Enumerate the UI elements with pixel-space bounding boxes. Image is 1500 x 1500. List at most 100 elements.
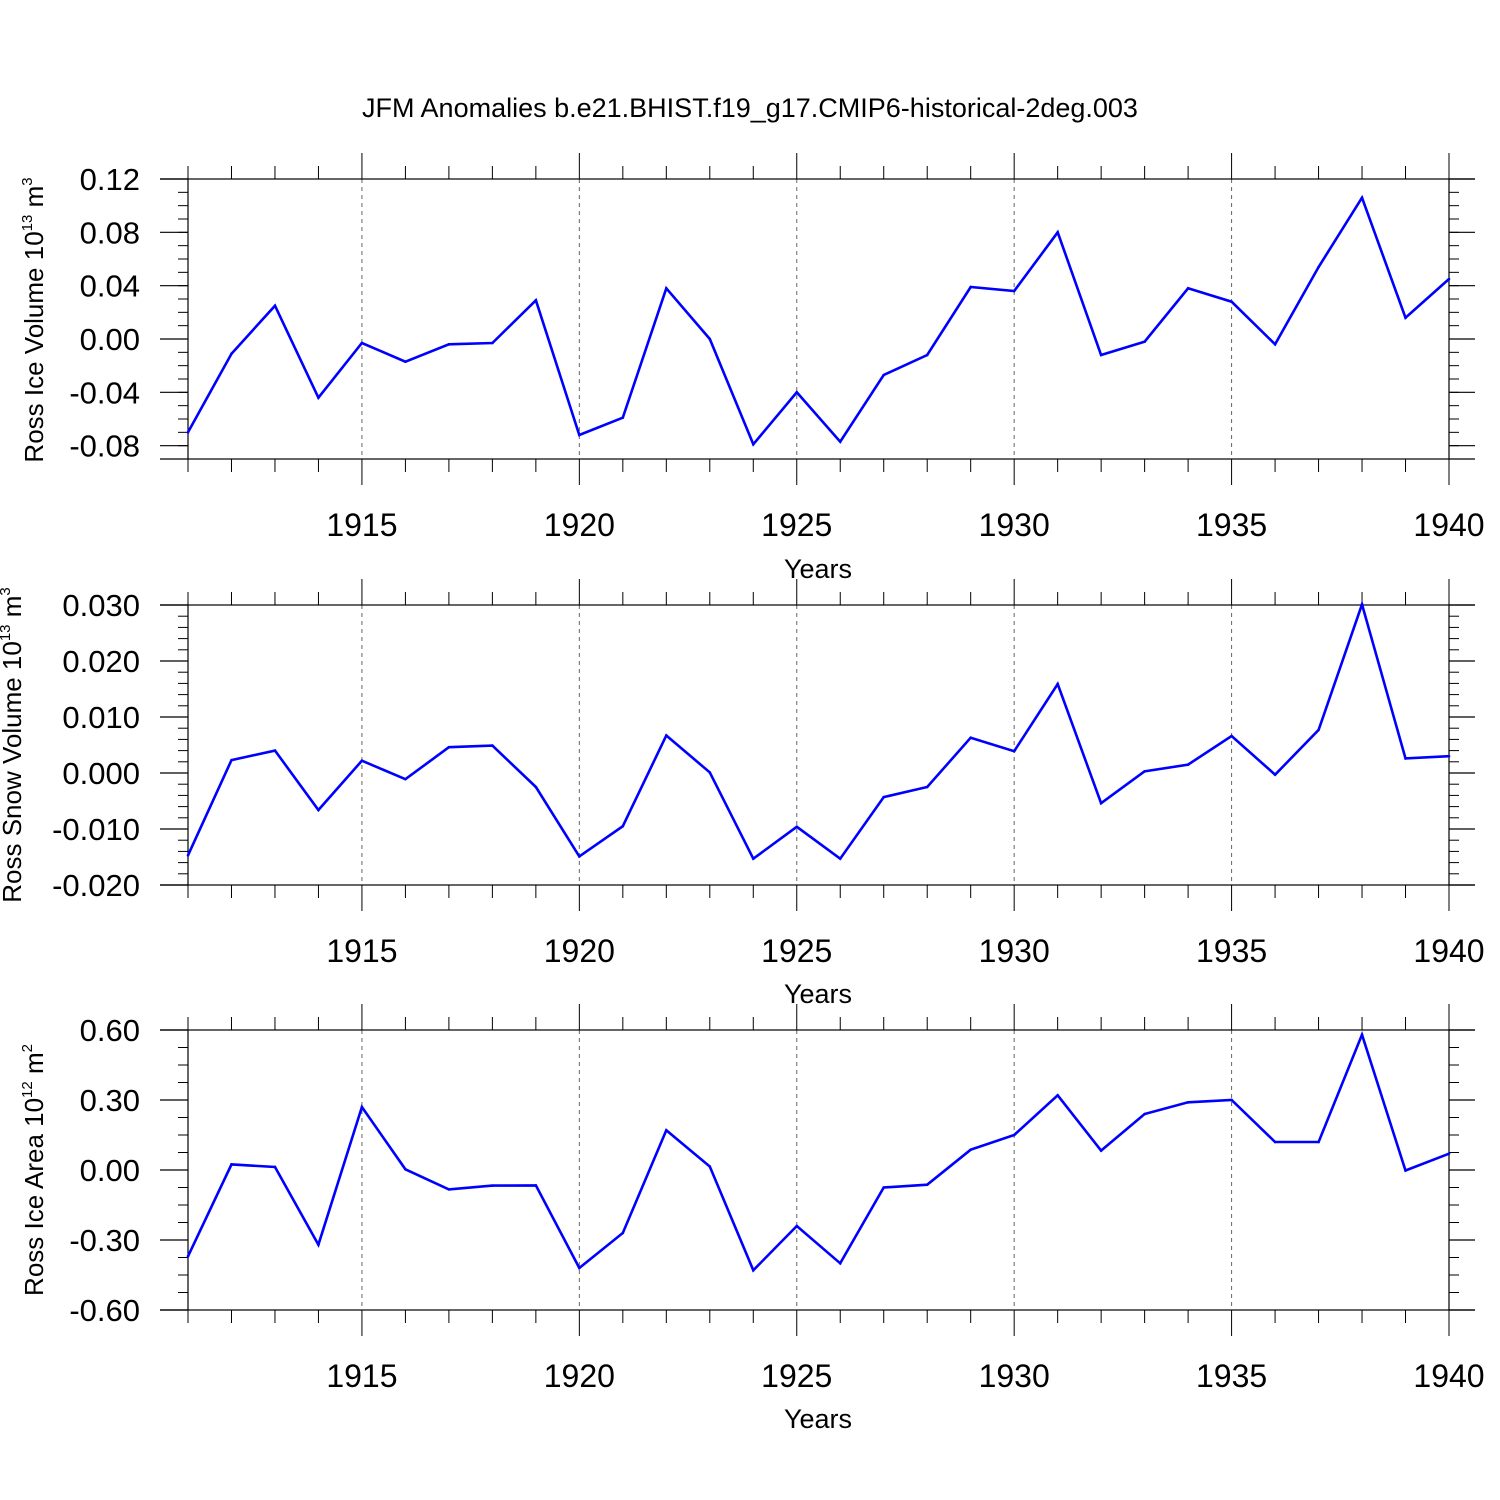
data-point bbox=[1056, 1094, 1059, 1097]
plot-frame bbox=[187, 604, 1450, 886]
data-point bbox=[1143, 340, 1146, 343]
y-tick-label: 0.00 bbox=[80, 322, 140, 357]
y-tick-label: 0.12 bbox=[80, 162, 140, 197]
data-point bbox=[491, 1184, 494, 1187]
data-point bbox=[751, 857, 755, 860]
series-line bbox=[186, 600, 1450, 861]
plot-frame bbox=[187, 1029, 1450, 1311]
y-tick-label: 0.04 bbox=[80, 269, 140, 304]
y-axis-label: Ross Ice Area 1012 m2 bbox=[19, 1044, 49, 1296]
x-tick-label: 1925 bbox=[761, 507, 832, 543]
y-tick-label: -0.60 bbox=[69, 1293, 140, 1328]
y-tick-label: -0.010 bbox=[52, 812, 140, 847]
data-point bbox=[186, 431, 190, 434]
data-point bbox=[795, 825, 799, 829]
x-tick-label: 1915 bbox=[326, 507, 397, 543]
data-point bbox=[969, 1148, 972, 1151]
data-point bbox=[795, 1224, 799, 1228]
y-tick-label: 0.030 bbox=[62, 588, 140, 623]
series-line bbox=[186, 1030, 1450, 1273]
x-tick-label: 1925 bbox=[761, 933, 832, 969]
data-point bbox=[708, 771, 712, 774]
y-axis-label: Ross Ice Volume 1013 m3 bbox=[19, 177, 49, 462]
data-point bbox=[1099, 1149, 1103, 1152]
data-point bbox=[1186, 763, 1190, 766]
data-point bbox=[1404, 316, 1407, 319]
data-point bbox=[1360, 603, 1364, 606]
data-point bbox=[1317, 728, 1320, 732]
data-point bbox=[665, 734, 668, 737]
data-point bbox=[1404, 1169, 1407, 1172]
data-point bbox=[534, 1184, 538, 1187]
data-point bbox=[360, 1105, 364, 1109]
data-point bbox=[838, 857, 842, 860]
x-tick-label: 1920 bbox=[544, 933, 615, 969]
data-point bbox=[1012, 749, 1016, 753]
data-point bbox=[708, 1165, 712, 1168]
data-point bbox=[838, 440, 842, 443]
x-tick-label: 1930 bbox=[979, 933, 1050, 969]
x-tick-label: 1915 bbox=[326, 1358, 397, 1394]
data-point bbox=[1099, 353, 1103, 357]
y-tick-label: 0.60 bbox=[80, 1013, 140, 1048]
y-tick-label: 0.010 bbox=[62, 700, 140, 735]
data-point bbox=[447, 745, 451, 749]
data-point bbox=[1447, 754, 1451, 758]
x-tick-label: 1920 bbox=[544, 1358, 615, 1394]
data-point bbox=[925, 785, 929, 789]
data-point bbox=[665, 1129, 668, 1132]
x-tick-label: 1925 bbox=[761, 1358, 832, 1394]
x-axis-label: Years bbox=[784, 554, 852, 584]
data-point bbox=[1056, 231, 1059, 234]
y-tick-label: -0.04 bbox=[69, 375, 140, 410]
data-point bbox=[404, 1168, 407, 1171]
data-point bbox=[447, 343, 451, 346]
figure-title: JFM Anomalies b.e21.BHIST.f19_g17.CMIP6-… bbox=[362, 93, 1138, 123]
data-point bbox=[621, 1231, 625, 1235]
x-tick-label: 1940 bbox=[1413, 933, 1484, 969]
x-tick-label: 1930 bbox=[979, 1358, 1050, 1394]
y-axis-label: Ross Snow Volume 1013 m3 bbox=[0, 587, 27, 903]
data-point bbox=[230, 352, 233, 355]
data-point bbox=[1447, 1152, 1451, 1155]
data-point bbox=[925, 1183, 929, 1186]
data-point bbox=[969, 736, 972, 740]
data-point bbox=[882, 373, 886, 377]
panel-ice-area: Ross Ice Area 1012 m2 Years 1915 1920 1925… bbox=[19, 1004, 1485, 1434]
data-point bbox=[1056, 682, 1059, 686]
x-tick-label: 1930 bbox=[979, 507, 1050, 543]
x-tick-label: 1935 bbox=[1196, 933, 1267, 969]
data-point bbox=[491, 744, 494, 747]
data-point bbox=[404, 360, 407, 363]
panel-snow-volume: Ross Snow Volume 1013 m3 Years 1915 1920 1… bbox=[0, 579, 1485, 1009]
data-point bbox=[273, 304, 277, 307]
data-point bbox=[230, 1163, 233, 1166]
data-point bbox=[1360, 1033, 1364, 1036]
data-point bbox=[969, 285, 972, 289]
y-tick-label: 0.30 bbox=[80, 1083, 140, 1118]
data-point bbox=[360, 759, 364, 762]
data-point bbox=[186, 854, 190, 857]
data-point bbox=[1447, 277, 1451, 281]
data-point bbox=[1186, 287, 1190, 290]
data-point bbox=[1143, 1112, 1146, 1116]
data-point bbox=[273, 1165, 277, 1169]
data-point bbox=[1317, 1140, 1320, 1144]
x-tick-label: 1935 bbox=[1196, 1358, 1267, 1394]
plot-frame bbox=[187, 178, 1450, 460]
y-tick-label: 0.020 bbox=[62, 644, 140, 679]
data-point bbox=[317, 808, 320, 812]
x-tick-label: 1920 bbox=[544, 507, 615, 543]
data-point bbox=[317, 1243, 320, 1246]
series-line bbox=[186, 194, 1450, 447]
data-point bbox=[317, 396, 320, 399]
data-point bbox=[1012, 1133, 1016, 1137]
data-point bbox=[838, 1262, 842, 1265]
data-point bbox=[1099, 801, 1103, 805]
data-point bbox=[186, 1255, 190, 1258]
data-point bbox=[404, 777, 407, 781]
data-point bbox=[491, 341, 494, 345]
x-axis-label: Years bbox=[784, 1404, 852, 1434]
y-tick-label: 0.000 bbox=[62, 756, 140, 791]
data-point bbox=[1317, 265, 1320, 269]
